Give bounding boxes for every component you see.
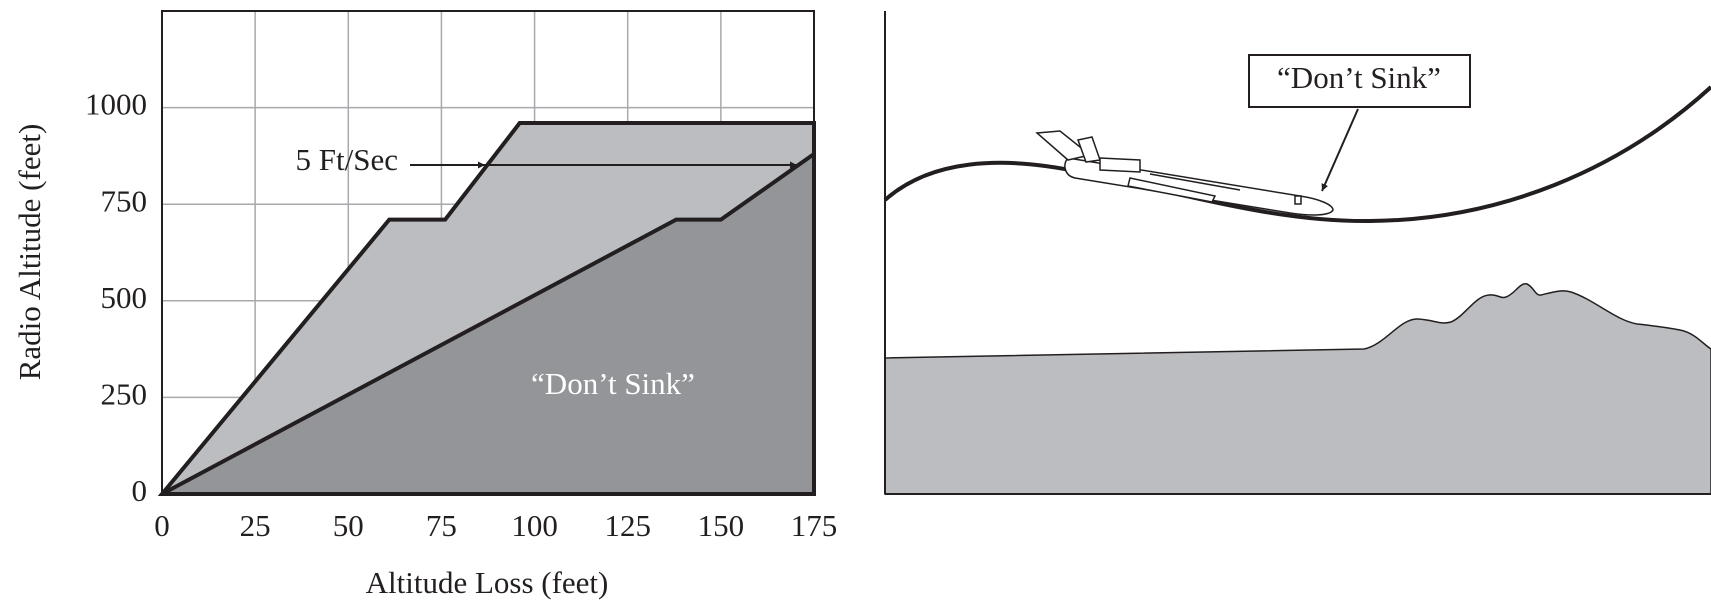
x-tick-label: 175: [791, 508, 838, 543]
x-tick-label: 0: [154, 508, 170, 543]
annotation: 5 Ft/Sec: [296, 142, 398, 177]
label-pointer: [1322, 109, 1358, 191]
chart: 0 25 50 75 100 125 150 175 0 250 500 750 1000 5 Ft/Se…: [85, 11, 837, 543]
y-tick-label: 500: [101, 280, 148, 315]
x-tick-label: 50: [333, 508, 364, 543]
x-tick-label: 75: [426, 508, 457, 543]
x-tick-label: 25: [240, 508, 271, 543]
page: 0 25 50 75 100 125 150 175 0 250 500 750 1000 5 Ft/Se…: [0, 0, 1711, 604]
y-tick-label: 0: [132, 473, 148, 508]
x-tick-label: 125: [604, 508, 651, 543]
y-tick-label: 250: [101, 377, 148, 412]
x-tick-label: 100: [511, 508, 558, 543]
diagram: “Don’t Sink”: [885, 11, 1711, 494]
y-axis-title: Radio Altitude (feet): [12, 124, 47, 381]
x-axis-title: Altitude Loss (feet): [366, 565, 609, 600]
diagram-label: “Don’t Sink”: [1277, 60, 1441, 95]
x-tick-label: 150: [698, 508, 745, 543]
y-tick-label: 1000: [85, 87, 147, 122]
terrain: [885, 284, 1711, 494]
y-tick-label: 750: [101, 183, 148, 218]
airplane: [1037, 131, 1333, 215]
annotation: “Don’t Sink”: [531, 366, 695, 401]
